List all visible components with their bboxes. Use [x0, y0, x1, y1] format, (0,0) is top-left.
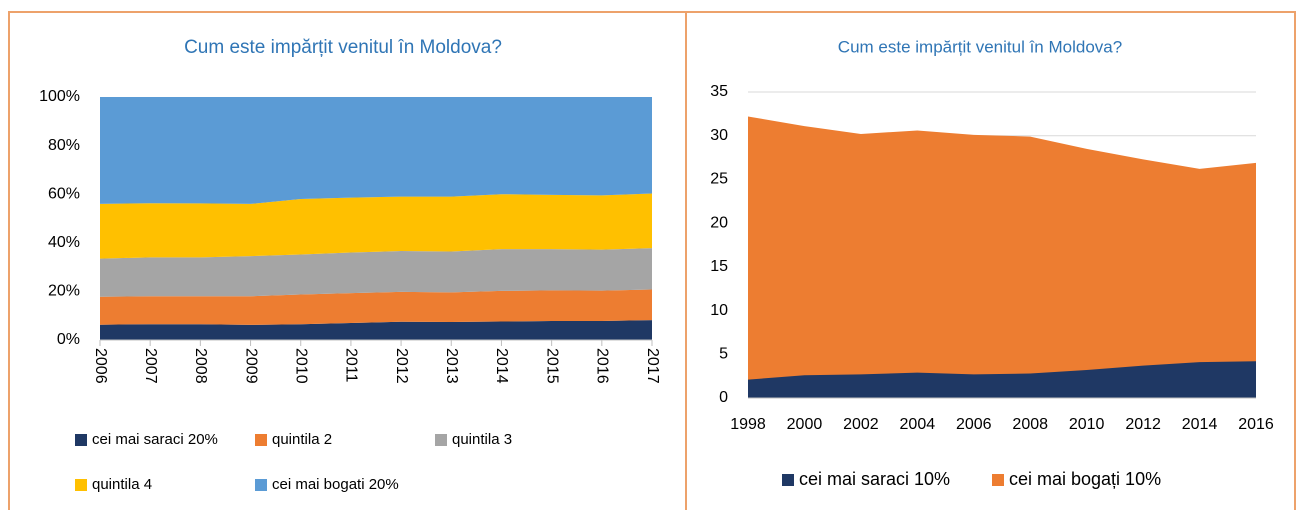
legend-label: quintila 3 — [452, 431, 512, 448]
area — [748, 361, 1256, 398]
x-tick-label: 2000 — [787, 416, 823, 433]
area — [100, 320, 652, 340]
y-tick-label: 100% — [39, 88, 80, 105]
x-tick-label: 2011 — [343, 348, 360, 383]
y-tick-label: 10 — [710, 302, 728, 319]
x-tick-label: 2002 — [843, 416, 879, 433]
x-tick-label: 2006 — [92, 348, 109, 384]
y-tick-label: 0% — [57, 331, 80, 348]
y-tick-label: 60% — [48, 185, 80, 202]
legend-swatch — [75, 479, 87, 491]
area — [748, 116, 1256, 398]
x-tick-label: 2014 — [1182, 416, 1218, 433]
y-tick-label: 5 — [719, 346, 728, 363]
legend-swatch — [255, 479, 267, 491]
frame-border — [8, 11, 1296, 510]
x-tick-label: 2004 — [900, 416, 936, 433]
y-tick-label: 0 — [719, 389, 728, 406]
legend-swatch — [992, 474, 1004, 486]
x-tick-label: 2009 — [242, 348, 259, 384]
area — [100, 289, 652, 325]
x-tick-label: 2006 — [956, 416, 992, 433]
y-tick-label: 35 — [710, 83, 728, 100]
legend-swatch — [255, 434, 267, 446]
y-tick-label: 15 — [710, 258, 728, 275]
x-tick-label: 2016 — [594, 348, 611, 384]
x-tick-label: 2010 — [1069, 416, 1105, 433]
y-tick-label: 20% — [48, 283, 80, 300]
y-tick-label: 20 — [710, 214, 728, 231]
chart-title: Cum este impărțit venitul în Moldova? — [838, 37, 1122, 56]
x-tick-label: 2013 — [443, 348, 460, 384]
legend-label: cei mai saraci 10% — [799, 469, 950, 489]
legend-label: quintila 4 — [92, 476, 152, 493]
y-tick-label: 80% — [48, 137, 80, 154]
legend-label: cei mai bogati 20% — [272, 476, 399, 493]
x-tick-label: 2012 — [1125, 416, 1161, 433]
x-tick-label: 2008 — [1012, 416, 1048, 433]
legend-label: cei mai bogați 10% — [1009, 469, 1161, 489]
legend-swatch — [435, 434, 447, 446]
area — [100, 97, 652, 204]
x-tick-label: 2017 — [644, 348, 661, 384]
legend-label: quintila 2 — [272, 431, 332, 448]
x-tick-label: 2008 — [192, 348, 209, 384]
x-tick-label: 2014 — [493, 348, 510, 384]
area — [100, 193, 652, 259]
chart-title: Cum este impărțit venitul în Moldova? — [184, 37, 502, 58]
y-tick-label: 30 — [710, 127, 728, 144]
legend-label: cei mai saraci 20% — [92, 431, 218, 448]
y-tick-label: 25 — [710, 171, 728, 188]
x-tick-label: 2015 — [543, 348, 560, 384]
x-tick-label: 2012 — [393, 348, 410, 384]
legend-swatch — [782, 474, 794, 486]
area — [100, 248, 652, 297]
legend-swatch — [75, 434, 87, 446]
y-tick-label: 40% — [48, 234, 80, 251]
x-tick-label: 2007 — [142, 348, 159, 384]
x-tick-label: 2010 — [292, 348, 309, 384]
x-tick-label: 2016 — [1238, 416, 1274, 433]
x-tick-label: 1998 — [730, 416, 766, 433]
